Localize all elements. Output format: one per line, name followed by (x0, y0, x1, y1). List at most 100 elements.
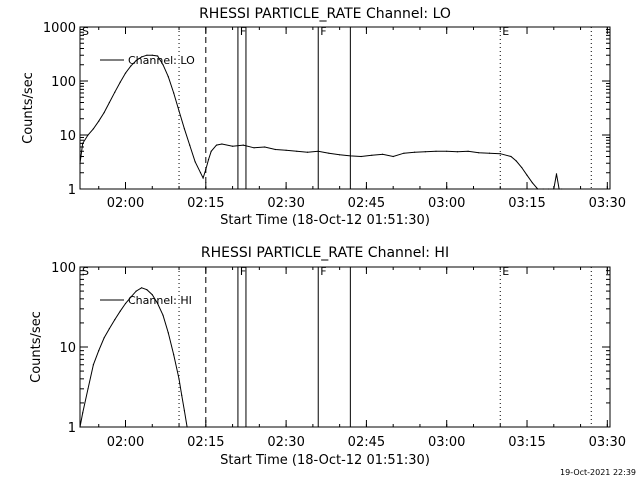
x-tick-label: 02:15 (187, 435, 224, 450)
data-point (183, 410, 185, 412)
legend-label: Channel: LO (128, 54, 195, 67)
x-tick-label: 03:30 (589, 196, 626, 211)
x-tick-label: 03:15 (508, 435, 545, 450)
x-tick-label: 02:30 (267, 435, 304, 450)
data-point (456, 151, 458, 153)
data-point (467, 150, 469, 152)
data-point (135, 290, 137, 292)
chart-title: RHESSI PARTICLE_RATE Channel: HI (201, 245, 449, 261)
data-point (186, 426, 188, 428)
data-point (553, 188, 555, 190)
data-point (531, 182, 534, 184)
data-point (79, 426, 81, 428)
x-tick-label: 03:00 (428, 435, 465, 450)
data-point (151, 294, 153, 296)
data-point (114, 319, 116, 321)
event-marker-label: E (502, 25, 509, 38)
data-point (119, 310, 121, 312)
data-point (242, 144, 244, 146)
x-tick-label: 03:00 (428, 196, 465, 211)
data-point (151, 54, 153, 56)
event-marker-label: F (240, 265, 246, 278)
data-point (103, 337, 105, 339)
data-point (339, 154, 341, 156)
x-tick-label: 02:15 (187, 196, 224, 211)
event-marker-label: F (320, 25, 326, 38)
y-axis-label: Counts/sec (21, 72, 36, 144)
footer-timestamp: 19-Oct-2021 22:39 (560, 468, 636, 477)
data-point (296, 150, 298, 152)
data-point (181, 394, 183, 396)
data-point (306, 151, 309, 153)
data-point (194, 161, 196, 163)
data-point (92, 364, 94, 366)
data-point (141, 56, 143, 58)
plot-frame (79, 26, 611, 190)
y-tick-label: 10 (59, 129, 76, 144)
x-tick-label: 03:15 (508, 196, 545, 211)
data-point (205, 168, 207, 171)
data-point (232, 145, 234, 147)
data-point (381, 153, 384, 155)
data-point (210, 150, 212, 152)
data-point (98, 350, 100, 352)
legend-label: Channel: HI (128, 294, 192, 307)
data-point (360, 155, 362, 158)
series-line (79, 287, 188, 428)
data-point (82, 412, 84, 414)
data-point (264, 146, 266, 148)
data-point (499, 153, 501, 155)
data-point (547, 188, 550, 190)
data-point (199, 172, 202, 174)
data-point (92, 128, 94, 130)
data-point (561, 188, 563, 190)
data-point (124, 72, 127, 74)
data-point (446, 150, 448, 152)
event-start-label: S (82, 25, 89, 38)
data-point (167, 332, 169, 334)
data-point (558, 188, 560, 190)
data-point (521, 166, 523, 169)
x-tick-label: 02:00 (107, 435, 144, 450)
data-point (317, 150, 319, 152)
data-point (328, 152, 330, 154)
data-point (108, 101, 110, 104)
data-point (349, 155, 351, 157)
data-point (79, 162, 81, 164)
data-point (178, 378, 180, 380)
data-point (515, 160, 517, 162)
data-point (146, 54, 148, 56)
data-point (103, 112, 105, 114)
data-point (274, 148, 276, 151)
data-point (189, 144, 191, 146)
series-line (79, 54, 562, 190)
y-tick-label: 100 (51, 75, 76, 90)
data-point (183, 128, 185, 130)
y-tick-label: 1000 (43, 21, 76, 36)
event-start-label: S (82, 265, 89, 278)
data-point (285, 149, 287, 151)
data-point (435, 150, 437, 152)
data-point (555, 173, 558, 175)
x-tick-label: 02:45 (348, 435, 385, 450)
data-point (488, 152, 491, 154)
event-marker-label: E (502, 265, 509, 278)
event-marker-label: F (240, 25, 246, 38)
data-point (130, 65, 132, 67)
data-point (424, 151, 426, 153)
data-point (141, 287, 143, 289)
x-tick-label: 03:30 (589, 435, 626, 450)
chart-title: RHESSI PARTICLE_RATE Channel: LO (199, 6, 451, 22)
data-point (526, 174, 528, 176)
y-tick-label: 10 (59, 341, 76, 356)
y-tick-label: 1 (68, 421, 76, 436)
data-point (119, 81, 121, 83)
x-tick-label: 02:30 (267, 196, 304, 211)
x-axis-label: Start Time (18-Oct-12 01:51:30) (220, 453, 430, 468)
x-tick-label: 02:45 (348, 196, 385, 211)
data-point (108, 328, 110, 330)
y-tick-label: 1 (68, 183, 76, 198)
data-point (167, 76, 169, 78)
